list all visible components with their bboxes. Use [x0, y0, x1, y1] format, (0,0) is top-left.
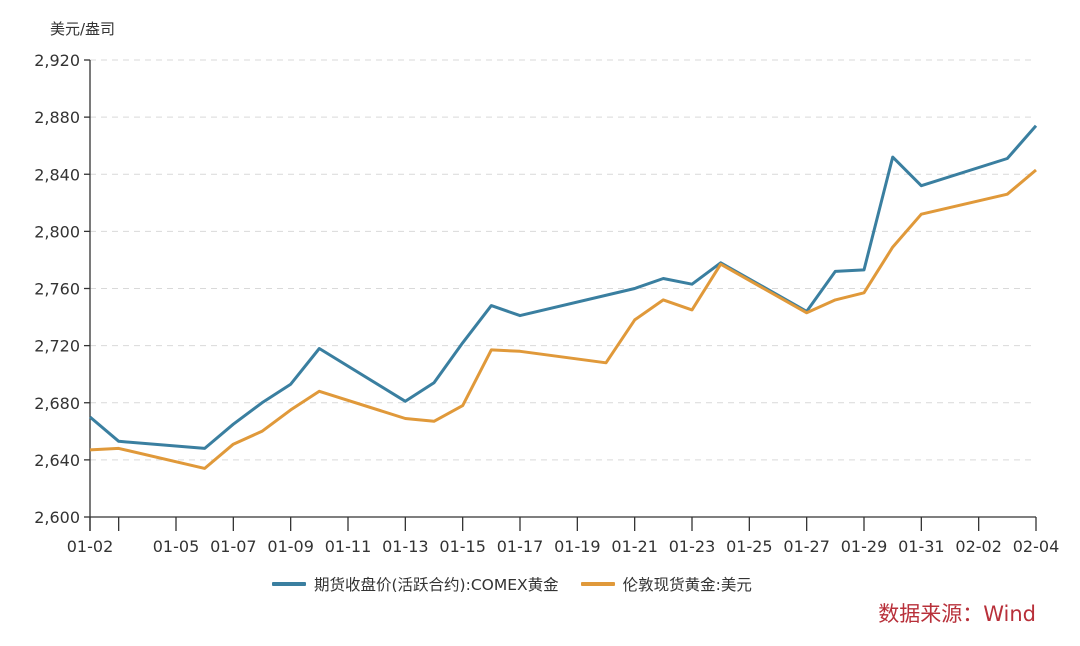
x-tick-label: 01-02	[67, 537, 114, 556]
x-tick-label: 01-21	[611, 537, 658, 556]
legend-item-london[interactable]: 伦敦现货黄金:美元	[580, 573, 752, 595]
y-axis: 2,600 2,640 2,680 2,720 2,760 2,800 2,840 2,880…	[34, 51, 91, 531]
x-tick-label: 01-11	[325, 537, 372, 556]
series-line-london	[89, 168, 1037, 470]
series-line-comex	[89, 124, 1038, 450]
legend-label-london: 伦敦现货黄金:美元	[622, 576, 752, 594]
x-tick-label: 01-27	[783, 537, 830, 556]
legend-item-comex[interactable]: 期货收盘价(活跃合约):COMEX黄金	[272, 573, 559, 595]
y-tick-label: 2,640	[34, 451, 80, 470]
data-source-label: 数据来源：Wind	[878, 602, 1036, 626]
x-tick-label: 01-05	[153, 537, 200, 556]
x-tick-label: 01-17	[497, 537, 544, 556]
y-tick-label: 2,800	[34, 222, 80, 241]
legend-swatch-comex	[272, 582, 306, 586]
x-tick-label: 01-29	[841, 537, 888, 556]
y-tick-label: 2,840	[34, 165, 80, 184]
x-tick-label: 01-23	[669, 537, 716, 556]
gridlines	[90, 59, 1036, 461]
x-tick-label: 02-02	[955, 537, 1002, 556]
legend: 期货收盘价(活跃合约):COMEX黄金 伦敦现货黄金:美元	[272, 573, 752, 595]
x-tick-label: 02-04	[1013, 537, 1060, 556]
y-tick-label: 2,920	[34, 51, 80, 70]
x-axis: 01-02 01-05 01-07 01-09 01-11 01-13 01-15 01-17…	[67, 516, 1060, 556]
y-tick-label: 2,600	[34, 508, 80, 527]
legend-label-comex: 期货收盘价(活跃合约):COMEX黄金	[314, 576, 559, 594]
y-axis-unit-label: 美元/盎司	[50, 20, 116, 38]
y-tick-label: 2,720	[34, 337, 80, 356]
y-tick-label: 2,880	[34, 108, 80, 127]
y-tick-label: 2,680	[34, 394, 80, 413]
x-tick-label: 01-19	[554, 537, 601, 556]
y-tick-label: 2,760	[34, 280, 80, 299]
line-chart: 2,600 2,640 2,680 2,720 2,760 2,800 2,840 2,880…	[34, 51, 1060, 556]
x-tick-label: 01-13	[382, 537, 429, 556]
x-tick-label: 01-09	[267, 537, 314, 556]
x-tick-label: 01-25	[726, 537, 773, 556]
series-lines	[89, 124, 1038, 470]
x-tick-label: 01-15	[439, 537, 486, 556]
legend-swatch-london	[580, 582, 615, 586]
x-tick-label: 01-07	[210, 537, 257, 556]
x-tick-label: 01-31	[898, 537, 945, 556]
